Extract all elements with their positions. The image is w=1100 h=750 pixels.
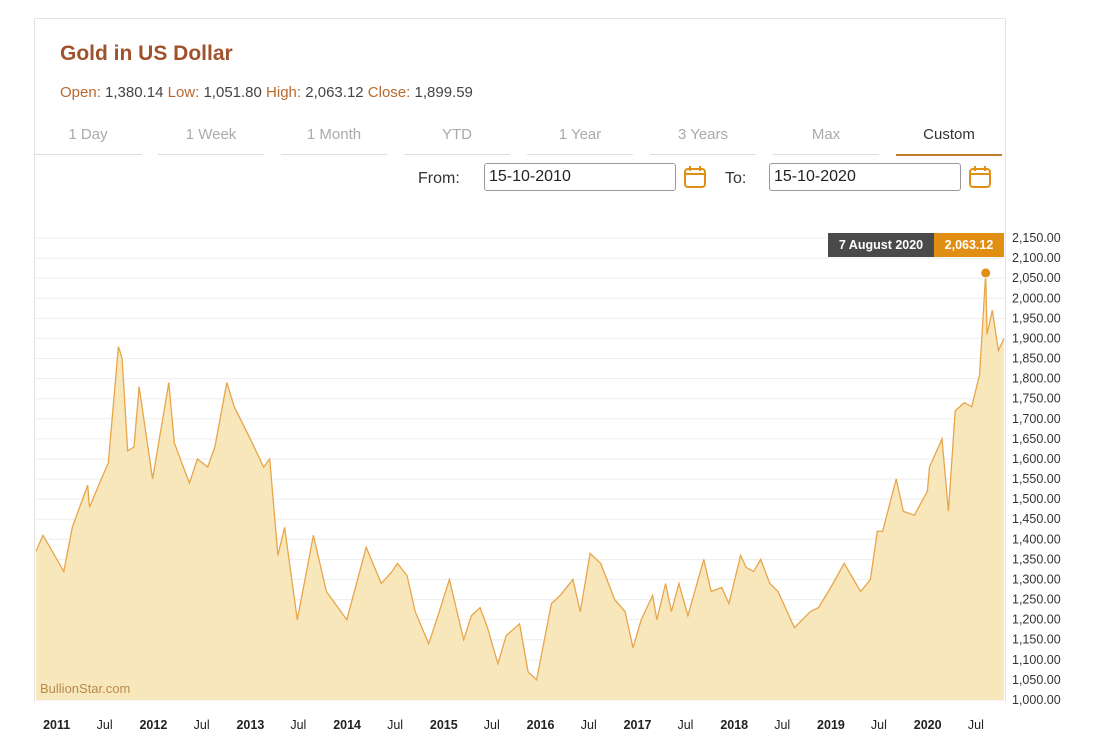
y-tick-label: 1,500.00 [1012,492,1061,506]
y-tick-label: 2,050.00 [1012,271,1061,285]
to-label: To: [725,170,747,187]
close-value: 1,899.59 [414,84,473,101]
y-tick-label: 1,000.00 [1012,693,1061,707]
y-tick-label: 2,000.00 [1012,291,1061,305]
tab-1-year[interactable]: 1 Year [527,118,633,155]
x-tick-label: 2020 [914,718,942,732]
y-tick-label: 1,450.00 [1012,512,1061,526]
price-line [35,272,1005,682]
y-tick-label: 1,550.00 [1012,472,1061,486]
chart-title: Gold in US Dollar [60,42,233,65]
to-date-input[interactable] [769,163,961,191]
x-tick-label: Jul [581,718,597,732]
x-tick-label: 2016 [527,718,555,732]
x-tick-label: 2011 [43,718,70,732]
time-range-tabs: 1 Day 1 Week 1 Month YTD 1 Year 3 Years … [34,118,1004,156]
y-tick-label: 1,850.00 [1012,352,1061,366]
x-tick-label: Jul [484,718,500,732]
high-label: High: [266,84,302,101]
x-tick-label: 2018 [720,718,748,732]
tab-ytd[interactable]: YTD [404,118,510,155]
calendar-icon[interactable] [968,165,992,189]
x-tick-label: Jul [871,718,887,732]
watermark: BullionStar.com [40,681,131,696]
highlight-point[interactable] [980,267,992,279]
from-label: From: [418,170,460,187]
y-tick-label: 2,150.00 [1012,231,1061,245]
x-tick-label: Jul [968,718,984,732]
y-tick-label: 1,600.00 [1012,452,1061,466]
tab-custom[interactable]: Custom [896,118,1002,156]
low-label: Low: [167,84,200,101]
tab-1-day[interactable]: 1 Day [34,118,142,155]
close-label: Close: [367,84,411,101]
tab-max[interactable]: Max [773,118,879,155]
x-tick-label: 2017 [624,718,652,732]
x-tick-label: Jul [774,718,790,732]
x-tick-label: Jul [97,718,113,732]
x-tick-label: Jul [194,718,210,732]
low-value: 1,051.80 [203,84,262,101]
x-tick-label: Jul [387,718,403,732]
x-tick-label: 2019 [817,718,845,732]
high-value: 2,063.12 [305,84,364,101]
from-date-input[interactable] [484,163,676,191]
y-tick-label: 1,150.00 [1012,633,1061,647]
y-tick-label: 1,650.00 [1012,432,1061,446]
y-tick-label: 1,250.00 [1012,593,1061,607]
y-tick-label: 1,050.00 [1012,673,1061,687]
y-tick-label: 1,350.00 [1012,552,1061,566]
calendar-icon[interactable] [683,165,707,189]
x-tick-label: 2014 [333,718,361,732]
y-axis: 1,000.00 1,050.00 1,100.00 1,150.00 1,200.00… [1012,231,1061,707]
tooltip-value: 2,063.12 [934,233,1004,257]
open-value: 1,380.14 [105,84,164,101]
price-area-fill [36,272,1004,700]
x-axis: 2011 Jul 2012 Jul 2013 Jul 2014 Jul 2015 Jul 2016 J… [43,718,984,732]
tab-1-week[interactable]: 1 Week [158,118,264,155]
tab-3-years[interactable]: 3 Years [650,118,756,155]
y-tick-label: 1,700.00 [1012,412,1061,426]
x-tick-label: 2012 [139,718,167,732]
y-tick-label: 1,400.00 [1012,532,1061,546]
tooltip-date: 7 August 2020 [828,233,934,257]
tab-1-month[interactable]: 1 Month [281,118,387,155]
y-tick-label: 1,950.00 [1012,311,1061,325]
y-tick-label: 1,200.00 [1012,613,1061,627]
y-tick-label: 1,750.00 [1012,392,1061,406]
y-tick-label: 1,800.00 [1012,372,1061,386]
y-tick-label: 1,100.00 [1012,653,1061,667]
ohlc-summary: Open: 1,380.14 Low: 1,051.80 High: 2,063… [60,84,473,101]
open-label: Open: [60,84,101,101]
y-tick-label: 1,900.00 [1012,331,1061,345]
x-tick-label: Jul [290,718,306,732]
x-tick-label: Jul [677,718,693,732]
y-tick-label: 1,300.00 [1012,572,1061,586]
y-tick-label: 2,100.00 [1012,251,1061,265]
x-tick-label: 2013 [236,718,264,732]
x-tick-label: 2015 [430,718,458,732]
